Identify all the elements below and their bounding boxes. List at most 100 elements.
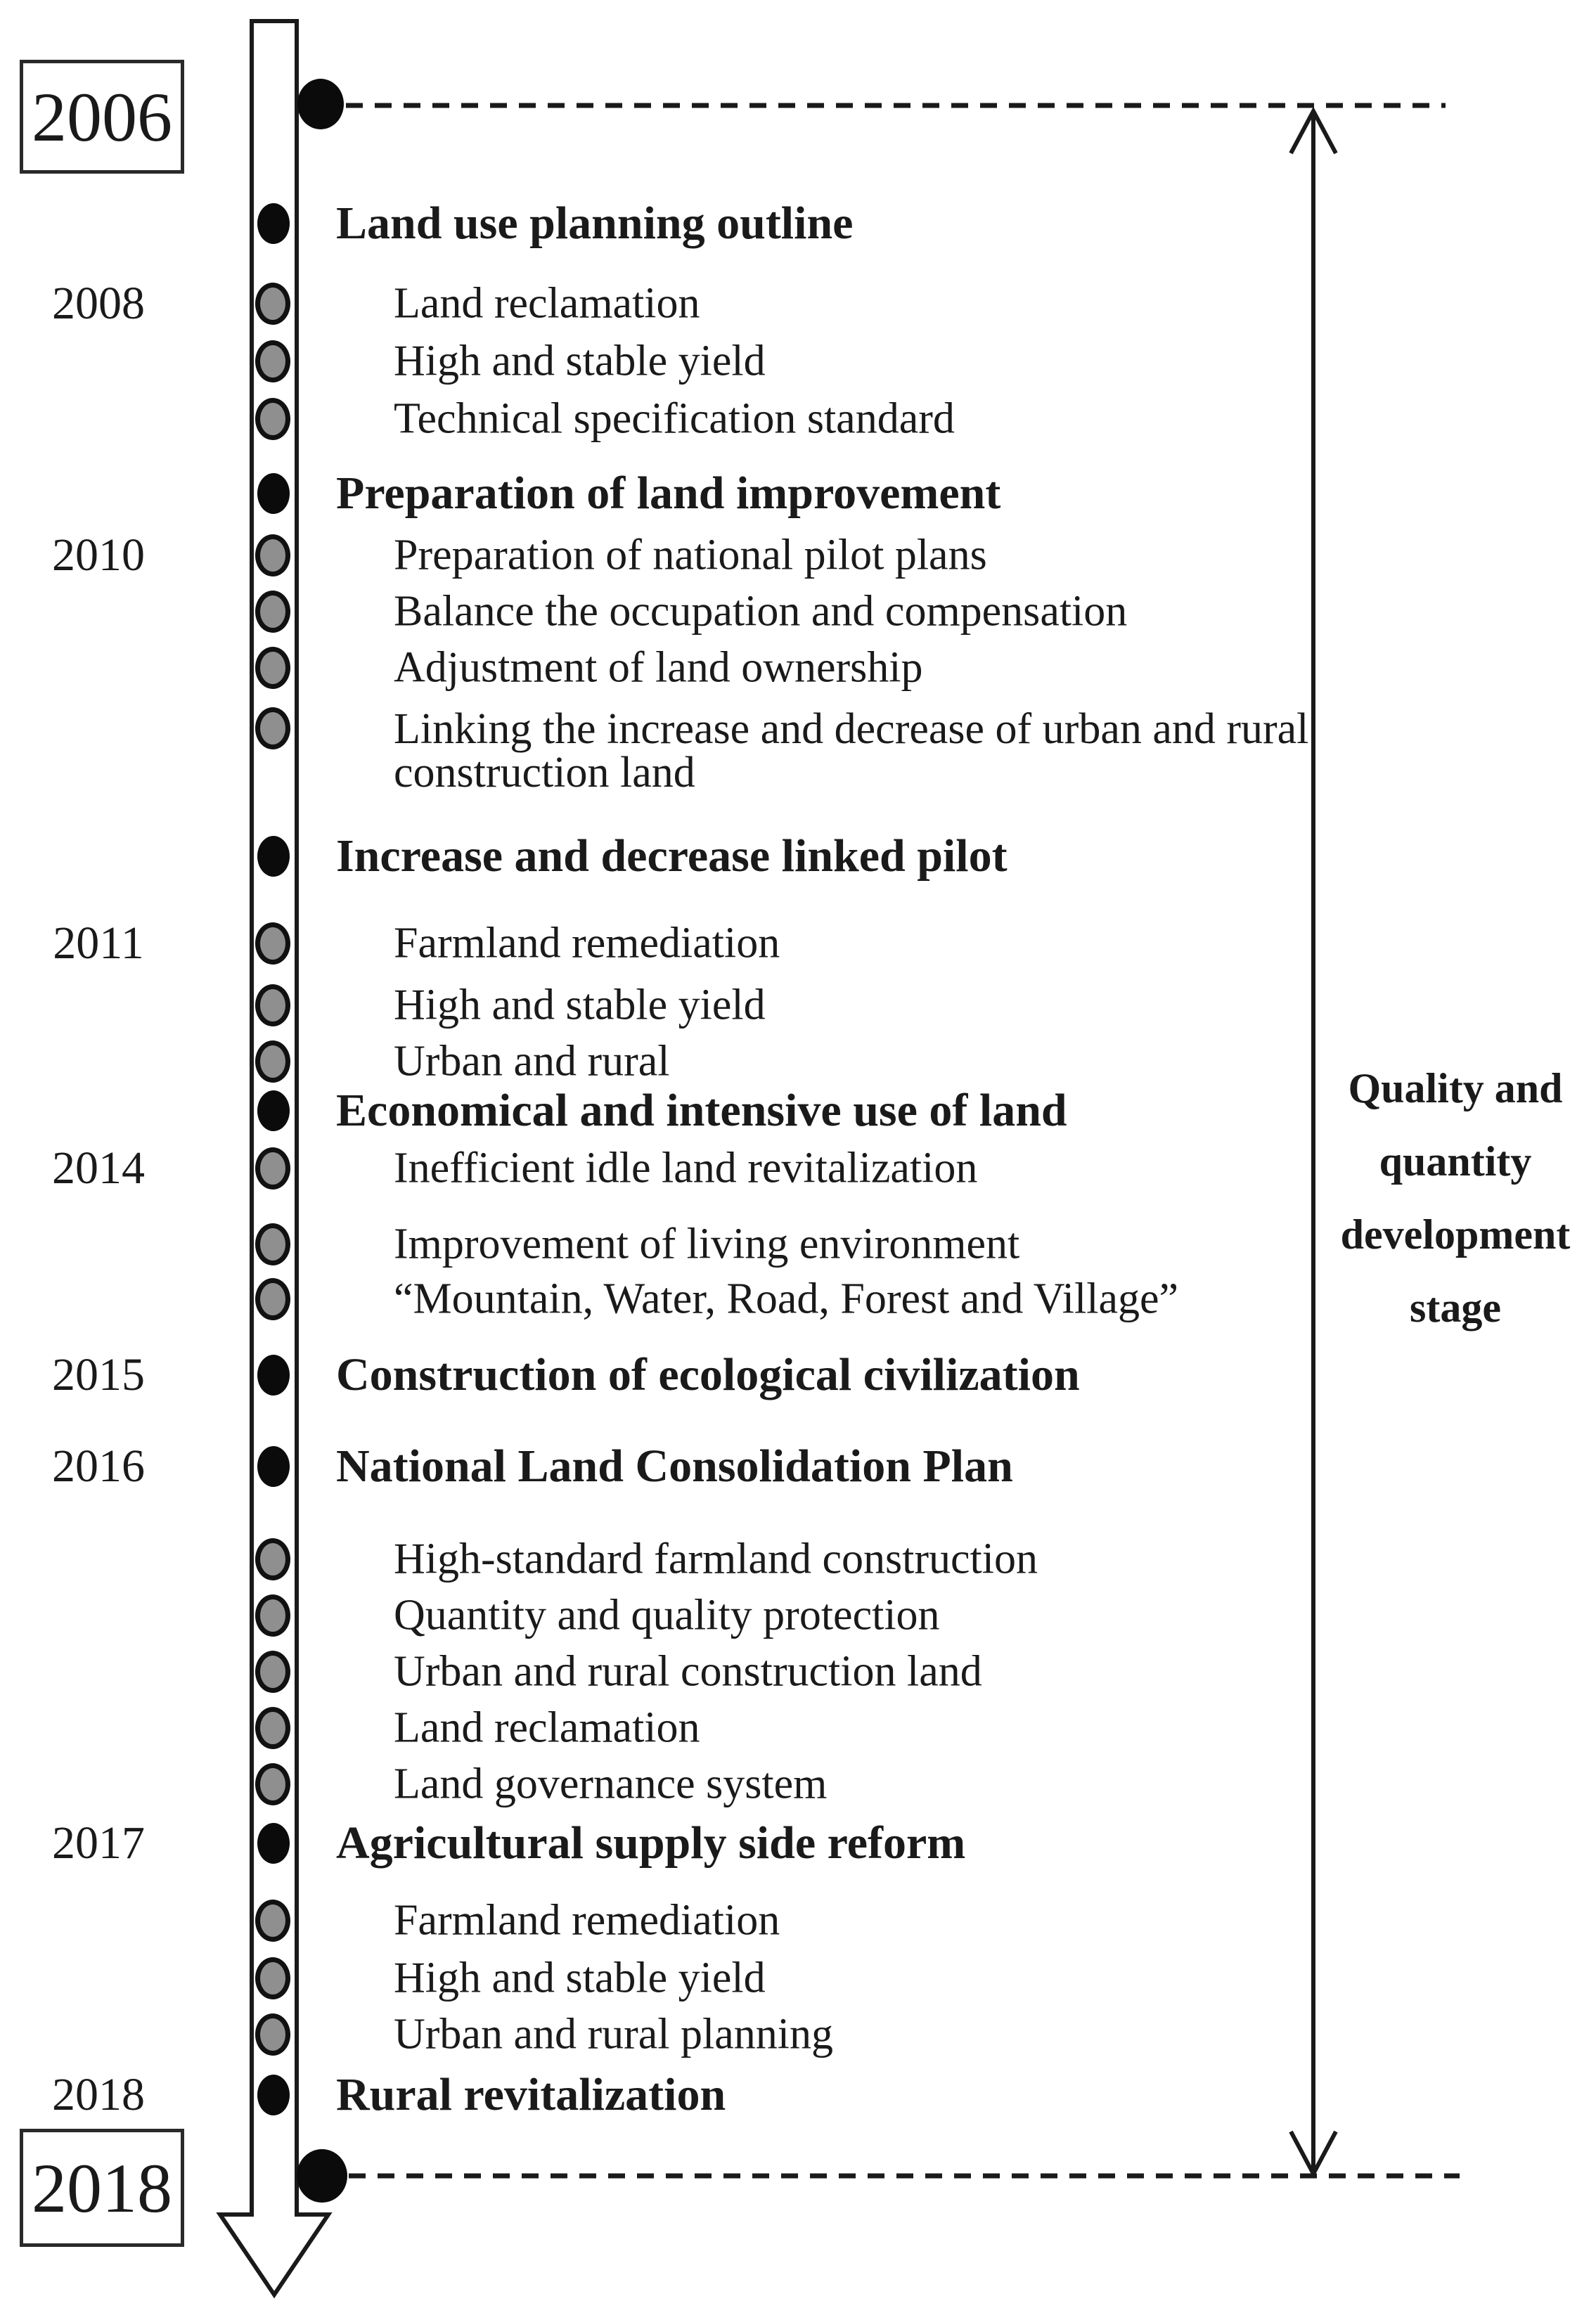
sub-item-row: Urban and rural planning bbox=[0, 2003, 1596, 2066]
sub-item-row: Farmland remediation bbox=[0, 912, 1596, 975]
sub-item-label: Technical specification standard bbox=[394, 394, 955, 443]
sub-item-row: Farmland remediation bbox=[0, 1889, 1596, 1952]
sub-item-label: High and stable yield bbox=[394, 981, 766, 1029]
sub-item-bullet-icon bbox=[255, 591, 290, 633]
section-heading: National Land Consolidation Plan bbox=[336, 1440, 1013, 1492]
sub-item-label: Quantity and quality protection bbox=[394, 1591, 940, 1639]
sub-item-bullet-icon bbox=[255, 534, 290, 576]
sub-item-row: Quantity and quality protection bbox=[0, 1584, 1596, 1647]
sub-item-label: Linking the increase and decrease of urb… bbox=[394, 705, 1309, 797]
start-year-label: 2006 bbox=[32, 77, 172, 156]
milestone-bullet-icon bbox=[257, 836, 290, 877]
section-heading-row: Land use planning outline bbox=[0, 192, 1596, 255]
sub-item-row: Land reclamation bbox=[0, 1696, 1596, 1760]
sub-item-bullet-icon bbox=[255, 340, 290, 382]
section-heading: Land use planning outline bbox=[336, 198, 854, 249]
sub-item-bullet-icon bbox=[255, 1707, 290, 1749]
section-heading: Economical and intensive use of land bbox=[336, 1085, 1067, 1136]
section-heading: Agricultural supply side reform bbox=[336, 1817, 966, 1869]
sub-item-label: “Mountain, Water, Road, Forest and Villa… bbox=[394, 1275, 1179, 1323]
section-heading: Construction of ecological civilization bbox=[336, 1349, 1080, 1400]
stage-label: Quality and quantity development stage bbox=[1322, 1052, 1589, 1344]
year-label: 2014 bbox=[52, 1142, 145, 1194]
milestone-bullet-icon bbox=[257, 1090, 290, 1131]
sub-item-row: Urban and rural construction land bbox=[0, 1640, 1596, 1703]
sub-item-label: Urban and rural construction land bbox=[394, 1647, 982, 1696]
end-year-label: 2018 bbox=[32, 2148, 172, 2227]
sub-item-row: Linking the increase and decrease of urb… bbox=[0, 706, 1596, 797]
section-heading-row: Preparation of land improvement bbox=[0, 462, 1596, 525]
year-label: 2010 bbox=[52, 529, 145, 581]
sub-item-row: Inefficient idle land revitalization bbox=[0, 1137, 1596, 1200]
sub-item-bullet-icon bbox=[255, 1651, 290, 1693]
sub-item-label: High and stable yield bbox=[394, 337, 766, 385]
section-heading: Rural revitalization bbox=[336, 2069, 726, 2120]
sub-item-bullet-icon bbox=[255, 1040, 290, 1083]
year-label: 2011 bbox=[53, 917, 144, 969]
sub-item-bullet-icon bbox=[255, 283, 290, 325]
sub-item-label: Adjustment of land ownership bbox=[394, 643, 923, 692]
sub-item-bullet-icon bbox=[255, 984, 290, 1026]
sub-item-label: Farmland remediation bbox=[394, 919, 780, 967]
sub-item-row: Urban and rural bbox=[0, 1030, 1596, 1093]
sub-item-bullet-icon bbox=[255, 1223, 290, 1265]
sub-item-label: Balance the occupation and compensation bbox=[394, 587, 1128, 636]
sub-item-row: High and stable yield bbox=[0, 1947, 1596, 2010]
end-year-box: 2018 bbox=[20, 2129, 184, 2247]
sub-item-bullet-icon bbox=[255, 647, 290, 689]
start-year-box: 2006 bbox=[20, 60, 184, 174]
stage-label-line: Quality and bbox=[1348, 1065, 1563, 1111]
section-heading-row: Rural revitalization bbox=[0, 2063, 1596, 2127]
stage-span-arrow-bottom-head bbox=[1289, 2130, 1338, 2179]
sub-item-bullet-icon bbox=[255, 2013, 290, 2056]
milestone-bullet-icon bbox=[257, 473, 290, 514]
sub-item-label: Inefficient idle land revitalization bbox=[394, 1144, 978, 1192]
section-heading-row: Increase and decrease linked pilot bbox=[0, 825, 1596, 888]
sub-item-bullet-icon bbox=[255, 1594, 290, 1637]
sub-item-bullet-icon bbox=[255, 707, 290, 749]
sub-item-row: Adjustment of land ownership bbox=[0, 636, 1596, 700]
stage-label-line: development bbox=[1340, 1211, 1571, 1258]
milestone-bullet-icon bbox=[257, 203, 290, 244]
sub-item-bullet-icon bbox=[255, 1538, 290, 1580]
sub-item-label: Land governance system bbox=[394, 1760, 828, 1808]
sub-item-row: “Mountain, Water, Road, Forest and Villa… bbox=[0, 1268, 1596, 1331]
section-heading-row: National Land Consolidation Plan bbox=[0, 1435, 1596, 1498]
sub-item-bullet-icon bbox=[255, 1900, 290, 1942]
stage-span-arrow-top-head bbox=[1289, 106, 1338, 155]
sub-item-bullet-icon bbox=[255, 1763, 290, 1805]
section-heading: Increase and decrease linked pilot bbox=[336, 830, 1008, 882]
milestone-bullet-icon bbox=[257, 1823, 290, 1864]
sub-item-label: Land reclamation bbox=[394, 1703, 700, 1752]
sub-item-row: Land reclamation bbox=[0, 272, 1596, 335]
section-heading-row: Agricultural supply side reform bbox=[0, 1812, 1596, 1875]
sub-item-row: High and stable yield bbox=[0, 330, 1596, 393]
end-milestone-dot bbox=[297, 2149, 347, 2203]
sub-item-label: Preparation of national pilot plans bbox=[394, 531, 987, 579]
sub-item-bullet-icon bbox=[255, 922, 290, 965]
milestone-bullet-icon bbox=[257, 2075, 290, 2115]
sub-item-bullet-icon bbox=[255, 1147, 290, 1190]
year-label: 2015 bbox=[52, 1349, 145, 1400]
sub-item-row: High and stable yield bbox=[0, 974, 1596, 1037]
sub-item-label: High and stable yield bbox=[394, 1954, 766, 2002]
sub-item-label: Urban and rural bbox=[394, 1037, 670, 1085]
year-label: 2018 bbox=[52, 2069, 145, 2120]
sub-item-bullet-icon bbox=[255, 1278, 290, 1320]
sub-item-row: Preparation of national pilot plans bbox=[0, 524, 1596, 587]
year-label: 2016 bbox=[52, 1440, 145, 1492]
section-heading: Preparation of land improvement bbox=[336, 468, 1001, 519]
stage-label-line: quantity bbox=[1379, 1138, 1532, 1185]
sub-item-row: High-standard farmland construction bbox=[0, 1528, 1596, 1591]
sub-item-row: Land governance system bbox=[0, 1753, 1596, 1816]
milestone-bullet-icon bbox=[257, 1446, 290, 1487]
start-milestone-dot bbox=[297, 79, 344, 129]
section-heading-row: Construction of ecological civilization bbox=[0, 1343, 1596, 1407]
sub-item-label: Farmland remediation bbox=[394, 1896, 780, 1945]
sub-item-label: Urban and rural planning bbox=[394, 2010, 833, 2058]
year-label: 2008 bbox=[52, 278, 145, 329]
sub-item-bullet-icon bbox=[255, 398, 290, 440]
milestone-bullet-icon bbox=[257, 1355, 290, 1396]
stage-label-line: stage bbox=[1410, 1284, 1501, 1331]
